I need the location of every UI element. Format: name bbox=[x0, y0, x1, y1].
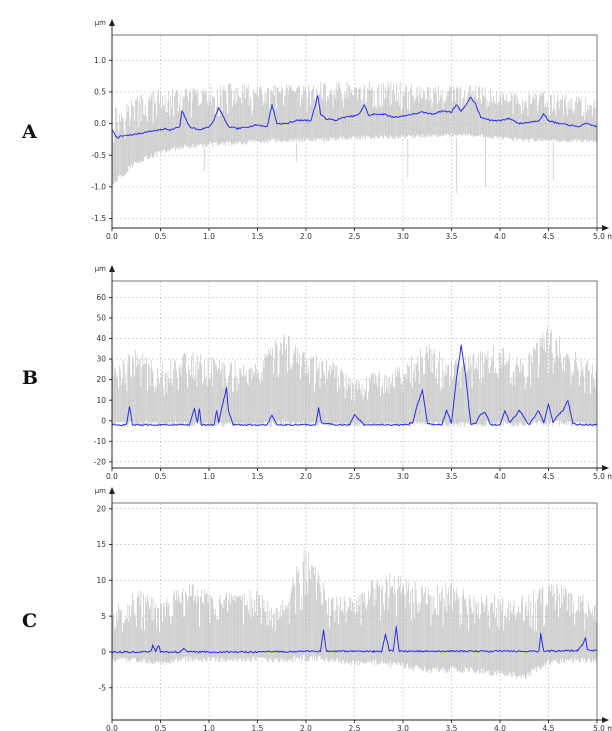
x-axis-arrow bbox=[602, 717, 609, 723]
mean-profile-line bbox=[111, 344, 598, 427]
x-tick-label: 4.0 bbox=[494, 724, 506, 731]
x-tick-label: 2.5 bbox=[349, 232, 361, 241]
x-tick-label: 4.5 bbox=[543, 724, 555, 731]
y-axis-arrow bbox=[109, 19, 115, 26]
y-axis-unit-label: µm bbox=[95, 19, 106, 27]
panel-letter: A bbox=[21, 121, 37, 143]
x-tick-label: 0.0 bbox=[106, 472, 118, 481]
x-tick-label: 3.0 bbox=[397, 232, 409, 241]
x-tick-label: 1.0 bbox=[203, 724, 215, 731]
x-tick-label: 1.0 bbox=[203, 232, 215, 241]
mean-profile-line bbox=[111, 95, 598, 139]
x-tick-label: 3.0 bbox=[397, 724, 409, 731]
x-tick-label-unit: 5.0 mm bbox=[593, 724, 612, 731]
x-tick-label: 3.0 bbox=[397, 472, 409, 481]
x-tick-label: 3.5 bbox=[446, 232, 458, 241]
x-tick-label: 1.5 bbox=[252, 724, 264, 731]
x-tick-label: 0.5 bbox=[155, 472, 167, 481]
x-tick-label: 4.5 bbox=[543, 232, 555, 241]
x-tick-label: 0.5 bbox=[155, 232, 167, 241]
x-tick-label: 0.5 bbox=[155, 724, 167, 731]
y-axis-arrow bbox=[109, 265, 115, 272]
y-axis-unit-label: µm bbox=[95, 265, 106, 273]
y-axis-unit-label: µm bbox=[95, 487, 106, 495]
y-tick-label: 5 bbox=[101, 612, 106, 621]
x-tick-label-unit: 5.0 mm bbox=[593, 472, 612, 481]
x-tick-label: 0.0 bbox=[106, 724, 118, 731]
y-tick-label: 0 bbox=[101, 648, 106, 657]
y-tick-label: 20 bbox=[96, 504, 106, 513]
y-tick-label: 30 bbox=[96, 355, 106, 364]
mean-profile-line bbox=[111, 625, 598, 654]
x-tick-label: 0.0 bbox=[106, 232, 118, 241]
y-tick-label: 20 bbox=[96, 375, 106, 384]
x-tick-label-unit: 5.0 mm bbox=[593, 232, 612, 241]
x-tick-label: 4.0 bbox=[494, 232, 506, 241]
x-axis-arrow bbox=[602, 465, 609, 471]
y-tick-label: 50 bbox=[96, 314, 106, 323]
y-tick-label: -5 bbox=[99, 683, 107, 692]
y-tick-label: 0.5 bbox=[94, 88, 106, 97]
y-tick-label: 15 bbox=[96, 540, 106, 549]
panel-letter: B bbox=[22, 367, 38, 389]
panel-letter: C bbox=[22, 610, 37, 632]
y-tick-label: -20 bbox=[94, 457, 106, 466]
y-tick-label: 1.0 bbox=[94, 56, 106, 65]
y-tick-label: 10 bbox=[96, 576, 106, 585]
x-tick-label: 3.5 bbox=[446, 724, 458, 731]
x-tick-label: 2.5 bbox=[349, 724, 361, 731]
x-tick-label: 1.0 bbox=[203, 472, 215, 481]
x-tick-label: 1.5 bbox=[252, 232, 264, 241]
x-tick-label: 2.0 bbox=[300, 232, 312, 241]
x-tick-label: 1.5 bbox=[252, 472, 264, 481]
y-tick-label: -0.5 bbox=[91, 151, 106, 160]
y-tick-label: -10 bbox=[94, 437, 106, 446]
y-tick-label: 40 bbox=[96, 334, 106, 343]
y-tick-label: 60 bbox=[96, 293, 106, 302]
x-tick-label: 4.5 bbox=[543, 472, 555, 481]
panel-c: Cµm 20 15 10 5 0 -5 0.0 0.5 1.0 1.5 2.0 2.5 3.0 3.5 4.0… bbox=[22, 487, 612, 731]
x-tick-label: 2.0 bbox=[300, 724, 312, 731]
y-tick-label: 0.0 bbox=[94, 119, 106, 128]
y-tick-label: -1.5 bbox=[91, 214, 106, 223]
x-axis-arrow bbox=[602, 225, 609, 231]
y-tick-label: 0 bbox=[101, 416, 106, 425]
y-tick-label: -1.0 bbox=[91, 182, 106, 191]
x-tick-label: 2.5 bbox=[349, 472, 361, 481]
x-tick-label: 4.0 bbox=[494, 472, 506, 481]
y-axis-arrow bbox=[109, 487, 115, 494]
y-tick-label: 10 bbox=[96, 396, 106, 405]
x-tick-label: 3.5 bbox=[446, 472, 458, 481]
panel-b: Bµm 60 50 40 30 20 10 0 -10 -200.0 0.5 1.0 1.5 2.0 2.5… bbox=[22, 265, 612, 481]
x-tick-label: 2.0 bbox=[300, 472, 312, 481]
